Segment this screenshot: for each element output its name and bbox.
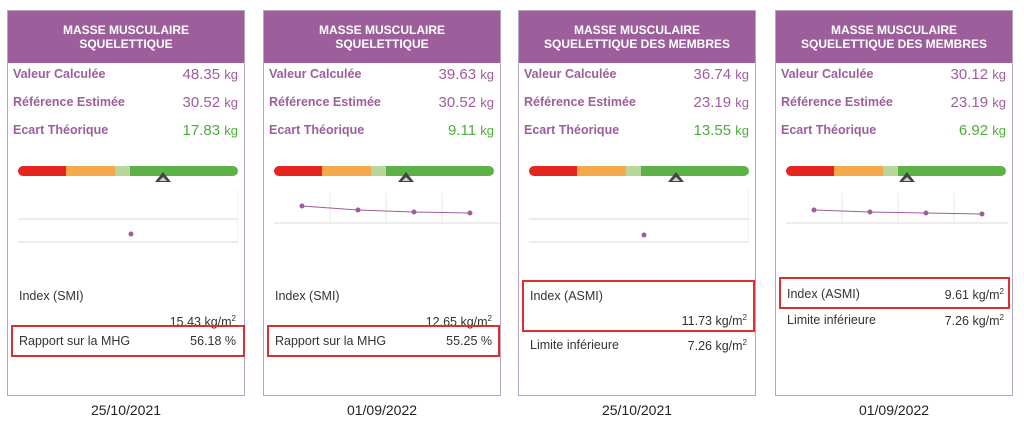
reference-estimee-label: Référence Estimée (781, 95, 893, 109)
reference-estimee-value: 30.52 kg (438, 93, 494, 111)
limit-value: 7.26 kg/m2 (687, 338, 747, 354)
gauge-marker (155, 172, 172, 182)
reference-estimee-value: 30.52 kg (182, 93, 238, 111)
reference-estimee-row: Référence Estimée 30.52 kg (269, 91, 494, 113)
ecart-theorique-value: 13.55 kg (693, 121, 749, 139)
gauge-bar (786, 166, 1006, 176)
date-label: 01/09/2022 (858, 402, 930, 418)
valeur-calculee-row: Valeur Calculée 39.63 kg (269, 63, 494, 85)
ecart-theorique-row: Ecart Théorique 17.83 kg (13, 119, 238, 141)
trend-point (355, 207, 361, 213)
valeur-calculee-label: Valeur Calculée (524, 67, 617, 81)
gauge-bar (274, 166, 494, 176)
limit-label: Limite inférieure (530, 338, 619, 352)
index-value: 9.61 kg/m2 (944, 287, 1004, 303)
ecart-theorique-row: Ecart Théorique 6.92 kg (781, 119, 1006, 141)
card-smm-2022: MASSE MUSCULAIRE SQUELETTIQUE Valeur Calc… (263, 10, 501, 396)
trend-plot (274, 193, 500, 224)
valeur-calculee-row: Valeur Calculée 30.12 kg (781, 63, 1006, 85)
ecart-theorique-label: Ecart Théorique (524, 123, 620, 137)
index-label: Index (ASMI) (530, 289, 603, 303)
index-label: Index (ASMI) (787, 287, 860, 301)
ecart-theorique-label: Ecart Théorique (13, 123, 109, 137)
index-highlight-box (779, 277, 1010, 309)
trend-point (299, 203, 305, 209)
ecart-theorique-value: 9.11 kg (448, 121, 494, 139)
gauge-bar (529, 166, 749, 176)
trend-point (867, 209, 873, 215)
ecart-theorique-value: 17.83 kg (182, 121, 238, 139)
ratio-label: Rapport sur la MHG (275, 334, 387, 348)
date-label: 25/10/2021 (601, 402, 673, 418)
reference-estimee-label: Référence Estimée (269, 95, 381, 109)
ecart-theorique-label: Ecart Théorique (269, 123, 365, 137)
limit-value: 7.26 kg/m2 (944, 313, 1004, 329)
ecart-theorique-value: 6.92 kg (958, 121, 1006, 139)
card-title: MASSE MUSCULAIRE SQUELETTIQUE DES MEMBRES (519, 11, 755, 63)
ratio-highlight-box (11, 325, 245, 357)
index-label: Index (SMI) (275, 289, 340, 303)
valeur-calculee-label: Valeur Calculée (269, 67, 362, 81)
index-label: Index (SMI) (19, 289, 84, 303)
ecart-theorique-label: Ecart Théorique (781, 123, 877, 137)
gauge-marker (668, 172, 685, 182)
valeur-calculee-row: Valeur Calculée 36.74 kg (524, 63, 749, 85)
reference-estimee-value: 23.19 kg (693, 93, 749, 111)
card-smm-2021: MASSE MUSCULAIRE SQUELETTIQUE Valeur Calc… (7, 10, 245, 396)
valeur-calculee-label: Valeur Calculée (13, 67, 106, 81)
ratio-highlight-box (267, 325, 500, 357)
gauge-marker (899, 172, 915, 182)
trend-point (467, 210, 473, 216)
trend-point (411, 209, 417, 215)
ratio-value: 56.18 % (190, 334, 236, 348)
trend-plot (786, 193, 1008, 224)
trend-point (811, 207, 817, 213)
trend-point (923, 210, 929, 216)
trend-point (979, 211, 985, 217)
card-asmm-2022: MASSE MUSCULAIRE SQUELETTIQUE DES MEMBRES… (775, 10, 1013, 396)
valeur-calculee-value: 39.63 kg (438, 65, 494, 83)
reference-estimee-label: Référence Estimée (13, 95, 125, 109)
trend-plot (18, 189, 238, 243)
gauge-bar (18, 166, 238, 176)
ratio-value: 55.25 % (446, 334, 492, 348)
index-highlight-box (522, 280, 755, 332)
ratio-label: Rapport sur la MHG (19, 334, 131, 348)
valeur-calculee-row: Valeur Calculée 48.35 kg (13, 63, 238, 85)
card-title: MASSE MUSCULAIRE SQUELETTIQUE (8, 11, 244, 63)
date-label: 01/09/2022 (346, 402, 418, 418)
reference-estimee-row: Référence Estimée 23.19 kg (781, 91, 1006, 113)
valeur-calculee-value: 36.74 kg (693, 65, 749, 83)
index-value: 11.73 kg/m2 (681, 313, 747, 329)
ecart-theorique-row: Ecart Théorique 9.11 kg (269, 119, 494, 141)
ecart-theorique-row: Ecart Théorique 13.55 kg (524, 119, 749, 141)
limit-label: Limite inférieure (787, 313, 876, 327)
valeur-calculee-value: 48.35 kg (182, 65, 238, 83)
valeur-calculee-label: Valeur Calculée (781, 67, 874, 81)
gauge-marker (398, 172, 414, 182)
valeur-calculee-value: 30.12 kg (950, 65, 1006, 83)
reference-estimee-value: 23.19 kg (950, 93, 1006, 111)
trend-plot (529, 189, 749, 243)
reference-estimee-label: Référence Estimée (524, 95, 636, 109)
card-asmm-2021: MASSE MUSCULAIRE SQUELETTIQUE DES MEMBRES… (518, 10, 756, 396)
reference-estimee-row: Référence Estimée 23.19 kg (524, 91, 749, 113)
trend-point (128, 231, 134, 237)
date-label: 25/10/2021 (90, 402, 162, 418)
reference-estimee-row: Référence Estimée 30.52 kg (13, 91, 238, 113)
trend-point (641, 232, 647, 238)
card-title: MASSE MUSCULAIRE SQUELETTIQUE DES MEMBRES (776, 11, 1012, 63)
card-title: MASSE MUSCULAIRE SQUELETTIQUE (264, 11, 500, 63)
